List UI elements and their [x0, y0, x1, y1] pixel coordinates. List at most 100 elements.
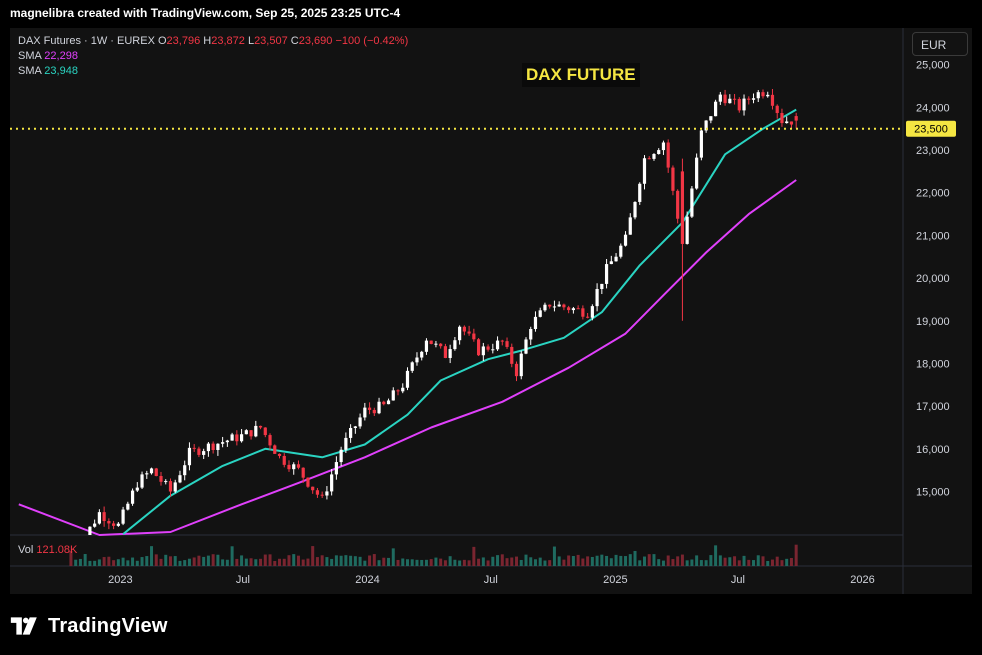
volume-bar — [206, 555, 210, 566]
y-tick-label: 21,000 — [916, 230, 950, 242]
volume-bar — [192, 557, 196, 566]
candle — [586, 313, 590, 319]
y-tick-label: 16,000 — [916, 444, 950, 456]
candle — [239, 429, 244, 443]
volume-bar — [415, 559, 419, 566]
candle — [363, 402, 367, 421]
candle-body — [505, 341, 509, 347]
chart-panel[interactable] — [10, 28, 972, 594]
volume-bar — [183, 560, 187, 566]
volume-bar — [126, 560, 130, 566]
candles — [88, 89, 798, 535]
candle-body — [571, 308, 575, 311]
candle-body — [595, 288, 599, 307]
level-badge — [906, 120, 956, 137]
volume-bar — [434, 557, 438, 566]
volume-bar — [462, 559, 466, 566]
candle — [382, 400, 386, 406]
volume-bar — [235, 558, 239, 566]
candle — [358, 413, 362, 429]
candle — [126, 501, 130, 511]
candle — [439, 343, 443, 349]
candle-body — [93, 523, 97, 527]
volume-value: 121.08K — [36, 544, 78, 556]
volume-bar — [614, 554, 618, 566]
volume-bar — [671, 559, 675, 566]
volume-bar — [728, 557, 732, 566]
candle-body — [633, 201, 637, 218]
candle-body — [661, 142, 666, 151]
x-tick-label: Jul — [484, 574, 498, 586]
candle-body — [192, 447, 196, 449]
candle-body — [277, 453, 282, 456]
candle — [258, 425, 263, 430]
volume-bar — [647, 554, 651, 566]
brand-footer[interactable]: TradingView — [10, 612, 168, 640]
volume-bar — [396, 559, 400, 566]
volume-bar — [714, 545, 718, 566]
candle-body — [519, 353, 523, 377]
candle — [609, 255, 613, 265]
candle — [420, 350, 424, 361]
volume-bar — [657, 559, 661, 566]
legend-sma-slow-row[interactable]: SMA 22,298 — [18, 49, 408, 64]
volume-bar — [135, 560, 139, 566]
candle — [443, 343, 448, 359]
volume-bar — [529, 557, 533, 566]
candle-body — [439, 343, 443, 347]
volume-bar — [216, 554, 220, 566]
legend-change: −100 (−0.42%) — [335, 35, 409, 47]
volume-bar — [315, 557, 319, 566]
candle — [666, 139, 670, 173]
volume-bar — [282, 558, 286, 566]
volume-bar — [789, 557, 793, 566]
brand-name: TradingView — [48, 614, 168, 637]
volume-bar — [202, 556, 206, 566]
candle — [486, 344, 490, 352]
volume-bar — [794, 544, 798, 566]
candle-body — [562, 304, 566, 308]
candle-body — [429, 340, 433, 344]
candle-body — [567, 307, 571, 311]
volume-bar — [225, 559, 229, 566]
currency-button[interactable]: EUR — [912, 32, 968, 56]
legend-close-label: C — [290, 35, 299, 47]
time-axis: 2023 Jul 2024 Jul 2025 Jul 2026 — [108, 574, 875, 586]
volume-bar — [211, 554, 215, 566]
candle-body — [396, 390, 400, 392]
candle-body — [510, 346, 514, 364]
level-label: 23,500 — [914, 124, 948, 136]
candle-body — [458, 326, 462, 341]
candle — [93, 519, 97, 528]
volume-bar — [107, 556, 111, 566]
candle-body — [372, 409, 376, 414]
candle — [633, 201, 637, 220]
candle-body — [377, 401, 381, 414]
candle-body — [448, 349, 452, 358]
volume-bar — [382, 557, 386, 566]
candle-body — [472, 333, 476, 340]
volume-bar — [93, 560, 97, 566]
candle — [178, 470, 182, 484]
candle — [330, 468, 334, 496]
legend-sma-fast-row[interactable]: SMA 23,948 — [18, 64, 408, 79]
candle-body — [789, 121, 794, 125]
candle-body — [173, 482, 177, 492]
volume-bar — [733, 556, 737, 566]
candle — [268, 433, 272, 451]
volume-bar — [405, 559, 409, 566]
volume-bar — [178, 560, 182, 566]
candle-body — [538, 310, 542, 317]
candle-body — [88, 526, 92, 535]
volume-bar — [685, 560, 689, 566]
candle-body — [586, 316, 590, 318]
candle-body — [202, 451, 206, 455]
candle — [372, 407, 376, 417]
candle-body — [135, 487, 139, 491]
candle-body — [164, 481, 168, 483]
candle — [149, 467, 154, 475]
candle — [756, 90, 760, 103]
candle — [377, 397, 381, 415]
volume-bar — [240, 555, 244, 566]
